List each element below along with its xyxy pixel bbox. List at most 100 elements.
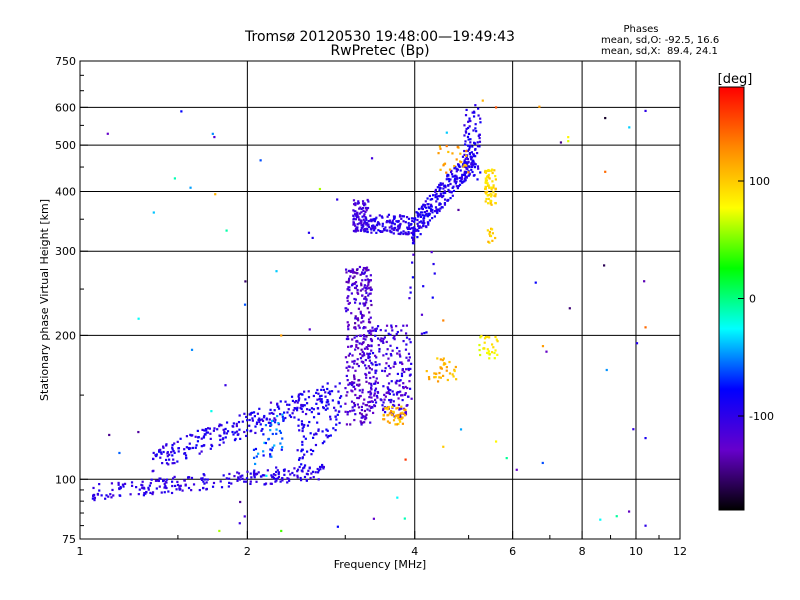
data-point xyxy=(447,188,450,192)
data-point xyxy=(384,395,387,398)
data-point xyxy=(422,224,425,228)
data-point xyxy=(303,466,306,469)
data-point xyxy=(477,167,480,170)
data-point xyxy=(409,286,412,289)
data-point xyxy=(445,131,448,134)
data-point xyxy=(453,164,456,168)
data-point xyxy=(484,191,487,194)
data-point xyxy=(442,164,445,167)
data-point xyxy=(360,343,364,346)
data-point xyxy=(365,269,368,272)
data-point xyxy=(352,214,355,217)
data-point xyxy=(464,179,467,182)
data-point xyxy=(567,140,570,143)
data-point xyxy=(280,529,283,533)
data-point xyxy=(473,111,476,114)
data-point xyxy=(281,437,284,440)
data-point xyxy=(367,219,370,223)
data-point xyxy=(306,450,309,453)
data-point xyxy=(423,204,427,207)
data-point xyxy=(363,213,366,216)
data-point xyxy=(425,331,428,334)
data-point xyxy=(399,214,402,217)
data-point xyxy=(308,467,311,470)
data-point xyxy=(258,420,261,424)
data-point xyxy=(352,203,356,206)
data-point xyxy=(413,220,416,223)
data-point xyxy=(320,398,323,401)
data-point xyxy=(228,472,231,476)
data-point xyxy=(404,392,407,395)
data-point xyxy=(459,169,462,172)
data-point xyxy=(369,292,372,295)
data-point xyxy=(179,484,182,487)
data-point xyxy=(367,401,370,404)
data-point xyxy=(438,195,441,198)
data-point xyxy=(275,466,278,469)
data-point xyxy=(393,223,396,226)
data-point xyxy=(382,227,386,231)
data-point xyxy=(206,427,210,430)
data-point xyxy=(389,352,392,356)
data-point xyxy=(296,474,299,477)
data-point xyxy=(274,477,277,481)
data-point xyxy=(284,416,287,420)
data-point xyxy=(360,348,363,351)
data-point xyxy=(395,228,398,232)
data-point xyxy=(173,177,177,180)
data-point xyxy=(381,216,384,219)
data-point xyxy=(321,430,324,433)
data-point xyxy=(467,120,470,123)
data-point xyxy=(374,334,377,337)
data-point xyxy=(129,493,132,496)
data-point xyxy=(400,231,403,234)
data-point xyxy=(352,402,356,405)
data-point xyxy=(363,284,366,287)
data-point xyxy=(412,231,415,234)
x-tick-label: 2 xyxy=(244,545,251,558)
data-point xyxy=(468,152,472,155)
data-point xyxy=(307,469,310,472)
data-point xyxy=(433,372,436,375)
data-point xyxy=(273,444,276,447)
data-point xyxy=(361,414,364,418)
data-point xyxy=(165,443,168,446)
data-point xyxy=(185,446,188,449)
data-point xyxy=(393,338,396,341)
data-point xyxy=(205,481,208,484)
data-point xyxy=(262,433,265,436)
data-point xyxy=(456,187,459,190)
data-point xyxy=(471,111,474,114)
data-point xyxy=(110,482,114,485)
data-point xyxy=(410,217,414,220)
data-point xyxy=(395,393,399,396)
data-point xyxy=(362,361,365,364)
data-point xyxy=(398,407,401,410)
data-point xyxy=(249,430,252,433)
data-point xyxy=(354,218,358,221)
data-point xyxy=(138,488,141,491)
data-point xyxy=(306,424,310,427)
data-point xyxy=(470,162,473,165)
data-point xyxy=(374,363,377,367)
data-point xyxy=(374,380,377,383)
data-point xyxy=(299,406,302,410)
data-point xyxy=(635,342,639,345)
data-point xyxy=(406,233,410,236)
data-point xyxy=(363,409,367,413)
data-point xyxy=(356,317,359,320)
data-point xyxy=(237,420,241,424)
data-point xyxy=(370,344,373,347)
data-point xyxy=(462,163,465,166)
data-point xyxy=(370,231,373,234)
data-point xyxy=(476,151,479,155)
data-point xyxy=(377,337,380,340)
data-point xyxy=(398,223,402,227)
data-point xyxy=(331,399,334,402)
data-point xyxy=(367,225,371,228)
data-point xyxy=(356,202,359,205)
data-point xyxy=(413,234,416,237)
data-point xyxy=(249,472,252,475)
data-point xyxy=(253,469,256,472)
data-point xyxy=(367,352,370,356)
